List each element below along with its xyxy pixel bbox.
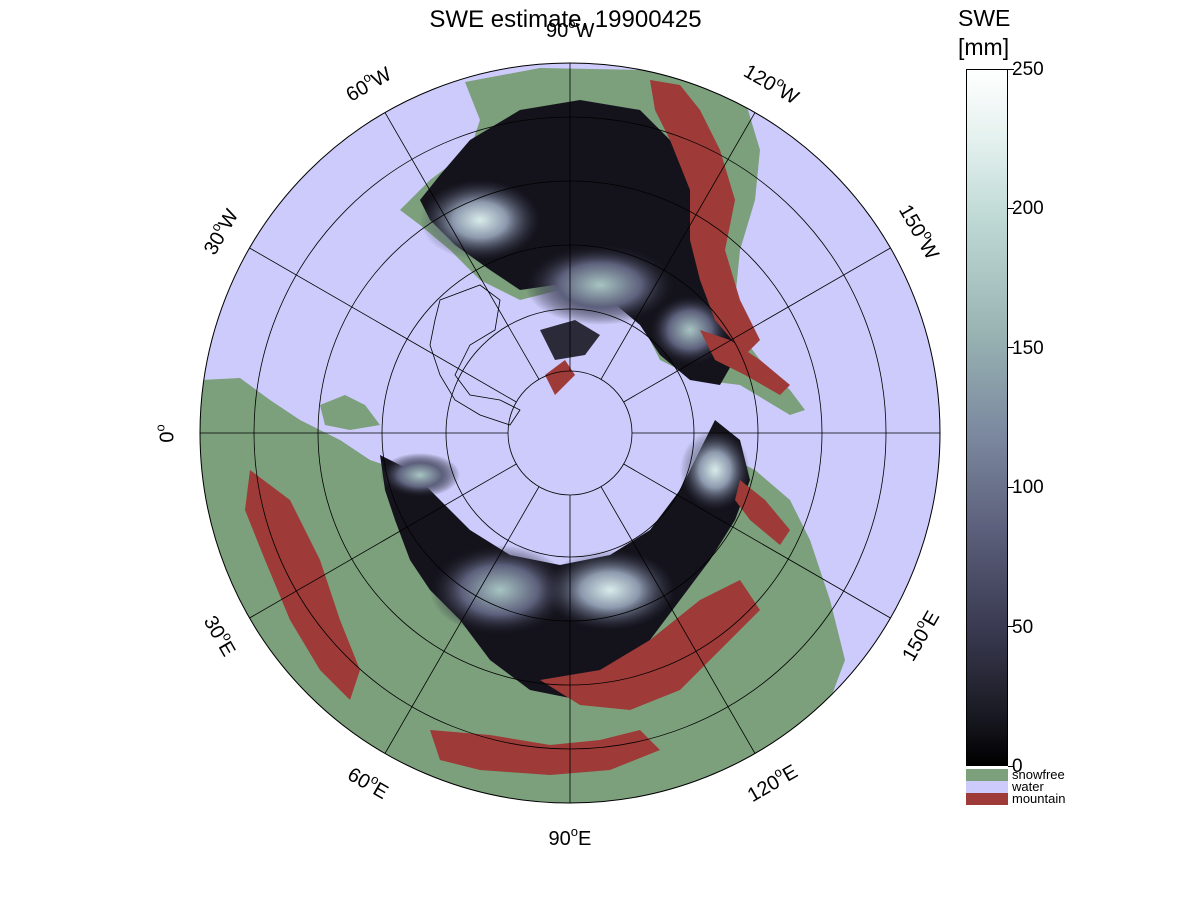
meridians xyxy=(200,63,940,803)
mountain-rockies xyxy=(650,80,760,355)
colorbar-title-line2: [mm] xyxy=(958,34,1010,60)
degree-symbol: o xyxy=(152,423,168,432)
meridian-line xyxy=(623,247,891,403)
colorbar-tick-label: 200 xyxy=(1012,198,1044,220)
colorbar-tick xyxy=(1008,765,1014,767)
colorbar-title-line1: SWE xyxy=(958,5,1011,31)
degree-symbol: o xyxy=(568,15,576,31)
meridian-line xyxy=(249,247,517,403)
longitude-label-value: 0 xyxy=(156,431,179,443)
swe-peak-hudson xyxy=(420,180,540,260)
colorbar-tick-label: 150 xyxy=(1012,337,1044,359)
legend-swatch-mountain xyxy=(966,793,1008,805)
mountain-europe xyxy=(245,470,360,700)
longitude-label-value: 90 xyxy=(546,19,569,42)
mountain-east-siberia xyxy=(540,580,760,710)
snowfree-arctic-islands xyxy=(320,395,380,430)
mountain-central-asia xyxy=(430,730,660,775)
mountain-ellesmere xyxy=(545,360,575,395)
colorbar-title: SWE [mm] xyxy=(958,4,1010,62)
map-title: SWE estimate, 19900425 xyxy=(429,6,702,33)
meridian-line xyxy=(623,463,891,619)
colorbar-tick-label: 100 xyxy=(1012,477,1044,499)
colorbar-tick xyxy=(1008,347,1014,349)
swe-peak-siberia-central xyxy=(545,550,675,630)
longitude-label: 90oW xyxy=(546,16,594,43)
swe-peak-siberia-east xyxy=(680,430,750,510)
meridian-line xyxy=(600,112,756,380)
colorbar-tick xyxy=(1008,626,1014,628)
longitude-label-value: 90 xyxy=(548,827,571,850)
swe-peak-canada xyxy=(525,245,675,325)
legend-swatch-snowfree xyxy=(966,769,1008,781)
colorbar-tick xyxy=(1008,486,1014,488)
longitude-label-hemisphere: W xyxy=(575,19,595,42)
mountain-kamchatka xyxy=(735,480,790,545)
mountain-alaska xyxy=(700,330,790,395)
meridian-line xyxy=(249,463,517,619)
swe-peak-siberia-west xyxy=(430,545,570,635)
longitude-label: 0o xyxy=(153,424,180,442)
legend-label-water: water xyxy=(1012,779,1044,794)
swe-colorbar xyxy=(966,69,1008,766)
longitude-label: 90oE xyxy=(549,824,592,851)
longitude-label-hemisphere: E xyxy=(577,827,592,850)
legend-label-mountain: mountain xyxy=(1012,791,1066,806)
colorbar-tick xyxy=(1008,207,1014,209)
colorbar-tick-label: 250 xyxy=(1012,59,1044,80)
colorbar-tick-label: 50 xyxy=(1012,616,1034,638)
colorbar-tick-label: 0 xyxy=(1012,756,1023,777)
legend-label-snowfree: snowfree xyxy=(1012,767,1065,782)
colorbar-tick xyxy=(1008,68,1014,70)
greenland-outline xyxy=(429,284,521,426)
legend-swatch-water xyxy=(966,781,1008,793)
meridian-line xyxy=(600,486,756,754)
swe-peak-scandinavia xyxy=(380,453,460,497)
meridian-line xyxy=(384,486,540,754)
map-border xyxy=(199,62,941,804)
degree-symbol: o xyxy=(570,823,578,839)
meridian-line xyxy=(384,112,540,380)
